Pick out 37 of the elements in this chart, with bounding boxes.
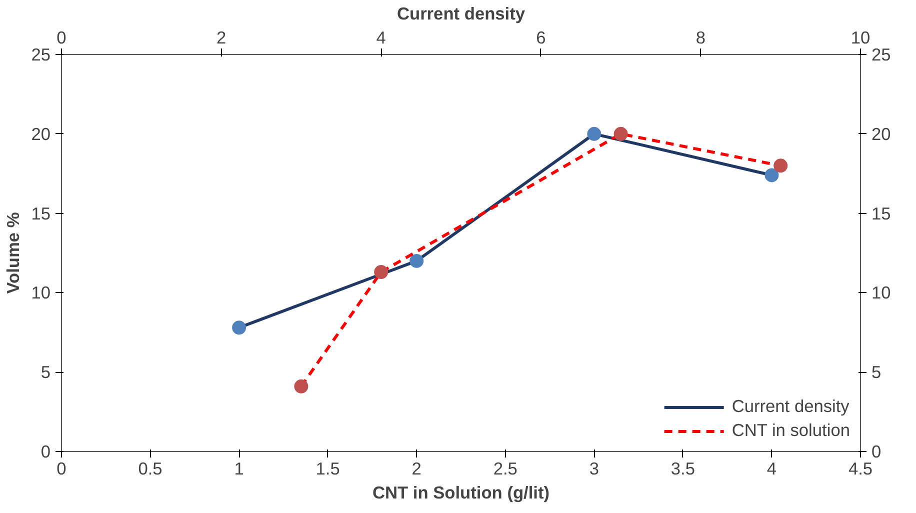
x-tick-label: 2 xyxy=(412,458,422,478)
y-tick-label: 25 xyxy=(31,44,51,64)
y2-tick-label: 0 xyxy=(872,442,882,462)
y-axis-title: Volume % xyxy=(3,212,24,294)
x-tick-label: 3.5 xyxy=(670,458,695,478)
y-tick-label: 15 xyxy=(31,203,51,224)
x-tick-label: 1.5 xyxy=(316,458,340,478)
x2-tick-label: 4 xyxy=(376,28,386,48)
x2-tick-label: 8 xyxy=(696,28,706,48)
legend-label: CNT in solution xyxy=(732,420,850,441)
y2-tick-label: 25 xyxy=(872,44,891,64)
x2-axis-title: Current density xyxy=(396,4,526,24)
x2-tick-label: 2 xyxy=(216,28,226,48)
x-tick-label: 1 xyxy=(234,458,244,478)
y-tick-label: 0 xyxy=(40,442,51,462)
y2-tick-label: 5 xyxy=(872,362,882,382)
x-tick-label: 0.5 xyxy=(138,458,162,478)
x-tick-label: 2.5 xyxy=(493,458,518,478)
x2-tick-label: 0 xyxy=(56,28,66,48)
x2-tick-label: 10 xyxy=(850,28,870,48)
y2-tick-label: 15 xyxy=(872,203,891,224)
y-tick-label: 20 xyxy=(31,124,51,144)
point xyxy=(587,126,602,141)
x-axis-title: CNT in Solution (g/lit) xyxy=(372,482,550,502)
x2-tick-label: 6 xyxy=(536,28,546,48)
point xyxy=(410,254,424,268)
y-tick-label: 10 xyxy=(31,282,51,303)
point xyxy=(764,168,779,182)
point xyxy=(232,320,246,335)
x-tick-label: 4 xyxy=(766,458,777,478)
legend-label: Current density xyxy=(732,396,850,417)
x-tick-label: 4.5 xyxy=(848,458,873,478)
x-tick-label: 3 xyxy=(589,458,599,478)
y2-tick-label: 20 xyxy=(872,124,891,144)
y2-tick-label: 10 xyxy=(872,282,891,303)
x-tick-label: 0 xyxy=(56,458,66,478)
y-tick-label: 5 xyxy=(40,362,51,382)
